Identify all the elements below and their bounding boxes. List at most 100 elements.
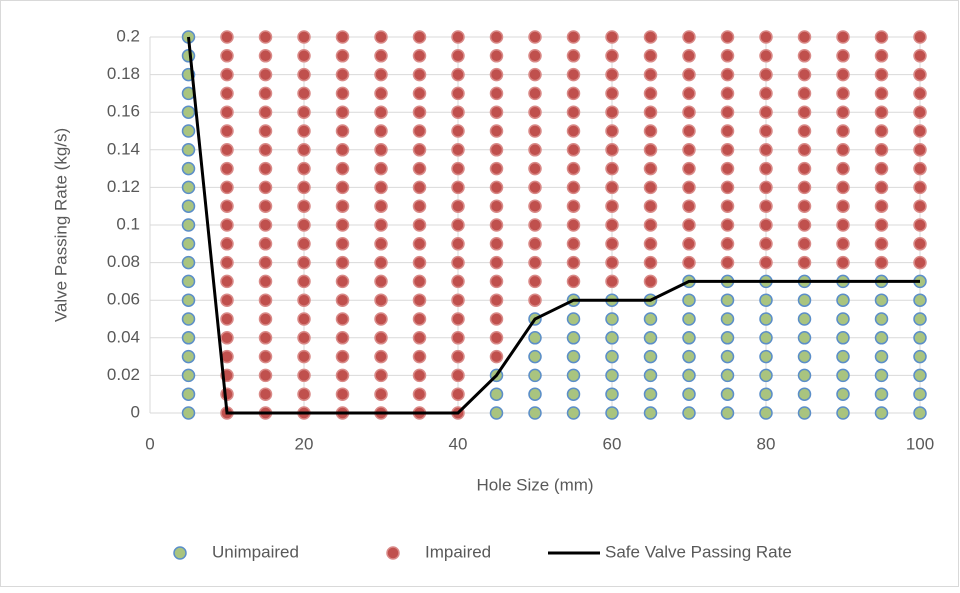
point [451,387,465,401]
point [797,312,812,326]
point [913,199,927,213]
point [605,105,619,119]
point [682,105,696,119]
point [335,387,350,401]
point [643,124,658,138]
point [374,67,388,82]
point [374,49,388,63]
point [335,368,350,383]
point [797,368,812,383]
point [412,293,427,307]
point [836,387,850,401]
point [605,49,619,63]
point [451,293,465,307]
point [451,143,465,157]
point [181,387,196,401]
point [797,67,812,82]
point [913,124,927,138]
point [605,86,619,101]
y-tick-label: 0.02 [107,365,140,384]
point [720,161,735,176]
point [528,161,542,176]
point [643,312,658,326]
point [913,312,927,326]
point [220,124,234,138]
x-axis-title: Hole Size (mm) [476,475,593,494]
point [181,180,196,195]
point [836,218,850,232]
x-tick-label: 100 [906,434,934,453]
point [258,199,273,213]
point [566,30,581,44]
point [836,180,850,195]
point [643,274,658,289]
point [759,161,773,176]
point [258,49,273,63]
point [451,368,465,383]
y-tick-label: 0.16 [107,102,140,121]
point [374,86,388,101]
point [451,105,465,119]
point [335,255,350,270]
point [566,406,581,420]
point [335,331,350,345]
point [412,237,427,251]
point [335,199,350,213]
point [528,293,542,307]
point [836,237,850,251]
point [528,199,542,213]
point [682,180,696,195]
point [297,49,311,63]
point [874,331,889,345]
point [220,312,234,326]
legend-label: Safe Valve Passing Rate [605,542,792,561]
point [720,368,735,383]
point [836,161,850,176]
point [913,331,927,345]
point [374,161,388,176]
point [874,387,889,401]
point [720,255,735,270]
point [528,180,542,195]
point [335,161,350,176]
point [297,331,311,345]
point [605,312,619,326]
point [412,105,427,119]
x-tick-label: 60 [603,434,622,453]
point [451,274,465,289]
point [720,387,735,401]
point [720,67,735,82]
point [335,105,350,119]
point [874,237,889,251]
point [528,255,542,270]
point [720,218,735,232]
point [605,349,619,364]
point [566,368,581,383]
point [528,406,542,420]
point [913,49,927,63]
point [528,30,542,44]
point [528,331,542,345]
point [566,143,581,157]
y-tick-label: 0.06 [107,290,140,309]
point [489,406,504,420]
point [797,124,812,138]
point [720,349,735,364]
point [874,218,889,232]
point [605,237,619,251]
point [220,218,234,232]
point [605,199,619,213]
point [836,30,850,44]
y-tick-label: 0.14 [107,139,140,158]
point [836,255,850,270]
point [643,30,658,44]
point [566,218,581,232]
point [874,180,889,195]
point [874,349,889,364]
point [374,349,388,364]
point [181,143,196,157]
point [258,30,273,44]
point [297,349,311,364]
point [797,30,812,44]
